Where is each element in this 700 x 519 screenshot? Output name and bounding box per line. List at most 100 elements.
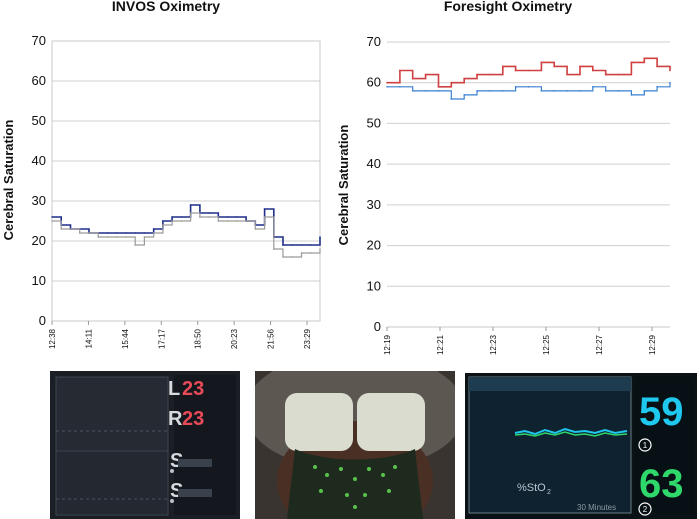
invos-series-2-point [236,220,238,222]
foresight-series-1-point [399,69,401,72]
invos-series-1-point [309,244,312,246]
invos-series-2-point [78,232,81,234]
foresight-series-2-point [669,81,671,84]
foresight-chart-title: Foresight Oximetry [444,0,573,14]
foresight-series-1-point [527,69,530,72]
invos-y-axis-title: Cerebral Saturation [1,120,16,241]
invos-series-2-point [106,236,109,238]
invos-series-2-point [254,228,257,230]
foresight-series-1-point [437,85,440,88]
foresight-x-tick-label: 12:29 [648,334,657,355]
invos-series-line-2 [52,212,321,258]
foresight-x-tick-label: 12:25 [542,334,551,355]
display-value-top: 59 [639,390,684,434]
foresight-series-1-point [450,81,453,84]
invos-y-tick-label: 40 [32,153,46,168]
monitor-right-label: R [168,408,183,430]
invos-series-2-point [263,216,266,218]
display-value-bottom: 63 [639,462,684,506]
foresight-series-2-point [501,90,504,92]
foresight-series-2-point [643,90,646,92]
invos-series-1-point [180,216,183,218]
invos-series-2-point [226,220,229,222]
invos-y-tick-label: 70 [32,33,46,48]
foresight-series-2-point [411,90,414,92]
invos-series-2-point [60,228,63,230]
foresight-y-tick-label: 10 [367,278,381,293]
display-center-sub: 2 [547,489,551,496]
invos-x-tick-label: 17:17 [157,328,166,349]
foresight-y-tick-label: 20 [367,238,381,253]
display-channel-top: 1 [643,441,648,450]
foresight-series-1-point [592,69,594,72]
invos-series-2-point [97,236,100,238]
foresight-y-tick-label: 0 [374,319,381,334]
monitor-left-value: 23 [182,378,204,400]
foresight-y-ticks: 0 10 20 30 40 50 60 70 [367,34,381,334]
foresight-series-1-point [553,65,556,68]
invos-y-tick-label: 50 [32,113,46,128]
foresight-series-2-point [656,85,658,88]
invos-series-group [51,204,321,258]
foresight-series-2-point [553,90,556,92]
foresight-series-1-point [630,61,633,64]
foresight-series-2-point [386,85,388,88]
foresight-series-2-point [566,90,568,92]
invos-series-1-point [236,216,238,218]
foresight-display-photo: %StO 2 30 Minutes 59 63 1 2 [465,373,697,519]
invos-series-1-point [300,244,303,246]
invos-series-2-point [217,220,220,222]
invos-x-tick-label: 15:44 [121,328,130,349]
monitor-right-value: 23 [182,408,204,430]
invos-series-1-point [115,232,118,234]
foresight-series-1-point [411,77,414,80]
monitor-left-label: L [168,378,180,400]
invos-plot-area [51,40,321,322]
foresight-x-tick-label: 12:19 [383,334,392,355]
invos-x-tick-label: 23:29 [303,328,312,349]
invos-series-2-point [134,244,136,246]
foresight-y-tick-label: 70 [367,34,381,49]
invos-x-ticks: 12:38 14:11 15:44 17:17 18:50 20:23 21:56 23:29 [48,321,312,349]
foresight-series-2-point [604,90,607,92]
invos-series-2-point [245,220,247,222]
invos-x-tick-label: 20:23 [230,328,239,349]
foresight-y-tick-label: 60 [367,75,381,90]
foresight-series-2-point [450,98,453,100]
foresight-series-2-point [514,85,517,88]
foresight-series-1-point [514,69,517,72]
foresight-series-group [386,57,671,100]
invos-series-2-point [282,256,284,258]
invos-series-1-point [319,236,321,238]
invos-y-ticks: 0 10 20 30 40 50 60 70 [32,33,46,328]
foresight-y-tick-label: 40 [367,156,381,171]
invos-series-2-point [152,232,155,234]
foresight-series-2-point [592,85,594,88]
invos-series-2-point [88,232,90,234]
invos-x-tick-label: 21:56 [267,328,276,349]
foresight-series-2-point [489,90,491,92]
invos-series-1-point [162,220,164,222]
foresight-series-2-point [540,90,543,92]
foresight-series-1-point [669,69,671,72]
foresight-series-1-point [540,61,543,64]
invos-x-tick-label: 18:50 [194,328,203,349]
foresight-y-tick-label: 50 [367,115,381,130]
invos-y-tick-label: 30 [32,193,46,208]
invos-y-tick-label: 0 [39,313,46,328]
invos-series-2-point [189,212,192,214]
invos-x-tick-label: 14:11 [84,328,93,348]
invos-x-tick-label: 12:38 [48,328,57,349]
invos-series-1-point [208,212,210,214]
foresight-series-1-point [604,73,607,76]
foresight-series-1-point [489,73,491,76]
invos-series-1-point [189,204,192,206]
foresight-gridlines [387,41,670,287]
foresight-series-1-point [424,73,427,76]
invos-series-1-point [171,216,173,218]
foresight-series-2-point [476,90,478,92]
foresight-series-1-point [579,65,581,68]
foresight-series-1-point [501,65,504,68]
invos-y-tick-label: 20 [32,233,46,248]
invos-series-2-point [180,220,183,222]
